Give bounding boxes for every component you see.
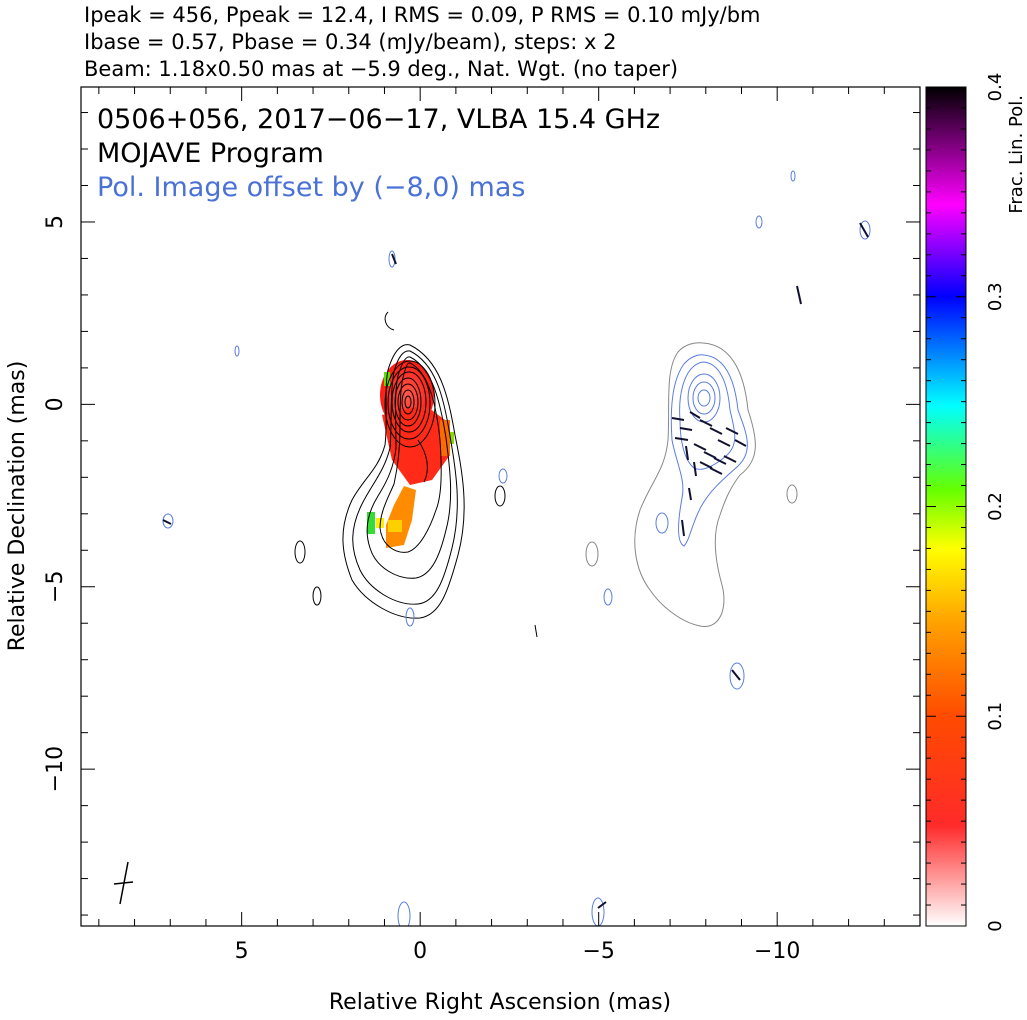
pol-blob-6 xyxy=(585,541,599,567)
evpa-tick xyxy=(703,451,717,459)
colorbar-ticks: 0 0.1 0.2 0.3 0.4 xyxy=(926,73,1006,932)
evpa-tick xyxy=(689,411,701,419)
i-contour-8 xyxy=(394,377,422,427)
i-contour-7 xyxy=(391,371,427,433)
evpa-tick xyxy=(709,427,723,435)
evpa-tick xyxy=(699,419,713,427)
pol-green-patch-3 xyxy=(367,512,375,534)
x-tick-label: −5 xyxy=(582,939,614,964)
pol-contour-6 xyxy=(697,389,711,407)
pol-blob-15 xyxy=(591,897,605,926)
evpa-tick xyxy=(734,439,747,447)
evpa-tick xyxy=(725,427,739,435)
i-contour-11 xyxy=(404,395,412,409)
i-blob-3 xyxy=(494,485,506,507)
header-line-2: Ibase = 0.57, Pbase = 0.34 (mJy/beam), s… xyxy=(84,30,616,54)
pol-outer-contour xyxy=(634,342,756,627)
colorbar-tick-label: 0.4 xyxy=(985,73,1006,102)
y-tick-label: 5 xyxy=(43,215,68,229)
plot-area xyxy=(113,170,871,926)
evpa-tick xyxy=(859,222,869,238)
pol-blob-7 xyxy=(603,588,613,606)
pol-blob-10 xyxy=(755,215,763,229)
evpa-tick xyxy=(688,487,692,501)
pol-contour-2 xyxy=(670,354,748,547)
pol-blob-9 xyxy=(786,484,798,504)
pol-blob-8 xyxy=(655,512,669,534)
evpa-tick xyxy=(699,461,713,469)
evpa-tick xyxy=(685,445,689,461)
i-blob-4 xyxy=(534,624,538,638)
pol-blob-12 xyxy=(859,220,871,240)
stokes-i-contours xyxy=(294,311,538,638)
plot-title: 0506+056, 2017−06−17, VLBA 15.4 GHz xyxy=(97,104,660,135)
evpa-tick xyxy=(709,467,723,475)
pol-green-patch-2 xyxy=(448,432,454,444)
pol-jet-region xyxy=(382,405,450,485)
i-contour-1 xyxy=(342,344,465,619)
y-tick-label: −10 xyxy=(43,746,68,792)
x-tick-label: −10 xyxy=(754,939,800,964)
evpa-tick xyxy=(693,461,697,477)
colorbar-label: Frac. Lin. Pol. xyxy=(1006,95,1027,214)
i-blob-2 xyxy=(312,586,322,606)
evpa-tick xyxy=(796,285,802,305)
beam-marker xyxy=(113,861,134,905)
pol-blob-4 xyxy=(405,607,415,627)
evpa-vectors xyxy=(162,222,869,909)
i-contour-arc xyxy=(384,311,395,331)
x-tick-labels: 5 0 −5 −10 xyxy=(235,939,801,964)
pol-blob-11 xyxy=(790,170,796,182)
evpa-tick xyxy=(731,669,741,681)
pol-blob-5 xyxy=(498,468,508,484)
colorbar-tick-label: 0.1 xyxy=(985,702,1006,731)
i-contour-3 xyxy=(366,356,452,579)
y-tick-label: −5 xyxy=(43,571,68,603)
evpa-tick xyxy=(717,439,731,447)
evpa-tick xyxy=(674,437,689,441)
pol-blob-14 xyxy=(397,901,411,926)
evpa-tick xyxy=(671,417,685,421)
pol-offset-note: Pol. Image offset by (−8,0) mas xyxy=(97,172,525,203)
i-contour-5 xyxy=(384,360,436,448)
evpa-tick xyxy=(391,253,397,265)
colorbar-tick-label: 0 xyxy=(985,920,1006,931)
i-contour-10 xyxy=(401,389,415,415)
x-axis-label: Relative Right Ascension (mas) xyxy=(329,990,671,1015)
i-contour-jet-inner xyxy=(417,439,428,483)
header-line-3: Beam: 1.18x0.50 mas at −5.9 deg., Nat. W… xyxy=(84,57,678,81)
i-contour-6 xyxy=(387,366,431,440)
i-contour-2 xyxy=(352,350,458,605)
axis-ticks xyxy=(81,87,921,926)
pol-contours xyxy=(162,170,871,926)
colorbar-tick-label: 0.3 xyxy=(985,282,1006,311)
evpa-tick xyxy=(681,519,685,537)
i-contour-9 xyxy=(397,383,419,421)
y-tick-labels: 5 0 −5 −10 xyxy=(43,215,68,792)
header-line-1: Ipeak = 456, Ppeak = 12.4, I RMS = 0.09,… xyxy=(84,3,761,27)
y-axis-label: Relative Declination (mas) xyxy=(5,361,30,652)
evpa-tick xyxy=(679,427,693,431)
evpa-tick xyxy=(693,443,707,451)
i-blob-1 xyxy=(294,540,306,564)
y-tick-label: 0 xyxy=(43,397,68,411)
pol-blob-13 xyxy=(729,662,745,690)
evpa-tick xyxy=(597,901,607,909)
plot-subtitle: MOJAVE Program xyxy=(97,138,324,169)
pol-yellow-patch xyxy=(388,520,402,532)
evpa-tick xyxy=(162,519,172,525)
pol-knot-region xyxy=(386,486,416,548)
plot-frame xyxy=(80,86,921,927)
evpa-tick xyxy=(723,455,737,463)
x-tick-label: 5 xyxy=(235,939,249,964)
pol-orange-patch xyxy=(440,420,450,456)
colorbar-tick-label: 0.2 xyxy=(985,492,1006,521)
pol-blob-1 xyxy=(234,345,240,357)
pol-contour-5 xyxy=(692,381,716,415)
x-tick-label: 0 xyxy=(413,939,427,964)
evpa-tick xyxy=(713,457,727,465)
